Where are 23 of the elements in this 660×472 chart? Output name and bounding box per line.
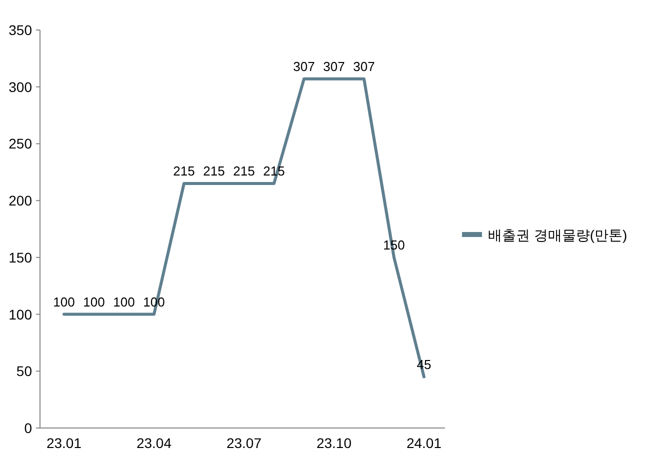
y-tick-label: 300 [8,78,32,95]
y-tick-label: 350 [8,22,32,38]
data-label: 100 [113,294,135,310]
x-tick-label: 24.01 [406,435,442,451]
data-label: 307 [323,58,345,74]
y-tick-label: 0 [24,420,32,436]
data-label: 307 [293,58,315,74]
legend-label: 배출권 경매물량(만톤) [488,227,628,243]
data-label: 215 [233,164,255,179]
y-tick-label: 50 [16,363,32,380]
y-tick-label: 250 [8,136,32,152]
data-label: 215 [173,164,195,179]
x-tick-label: 23.10 [316,435,352,451]
y-tick-label: 200 [8,192,32,209]
data-label: 100 [83,294,105,310]
data-label: 215 [203,164,225,179]
data-label: 307 [353,58,375,74]
x-tick-label: 23.01 [46,435,82,451]
y-tick-label: 100 [8,306,32,322]
data-label: 100 [53,294,75,310]
x-tick-label: 23.04 [136,435,172,451]
x-tick-label: 23.07 [226,435,262,451]
y-tick-label: 150 [8,249,32,266]
